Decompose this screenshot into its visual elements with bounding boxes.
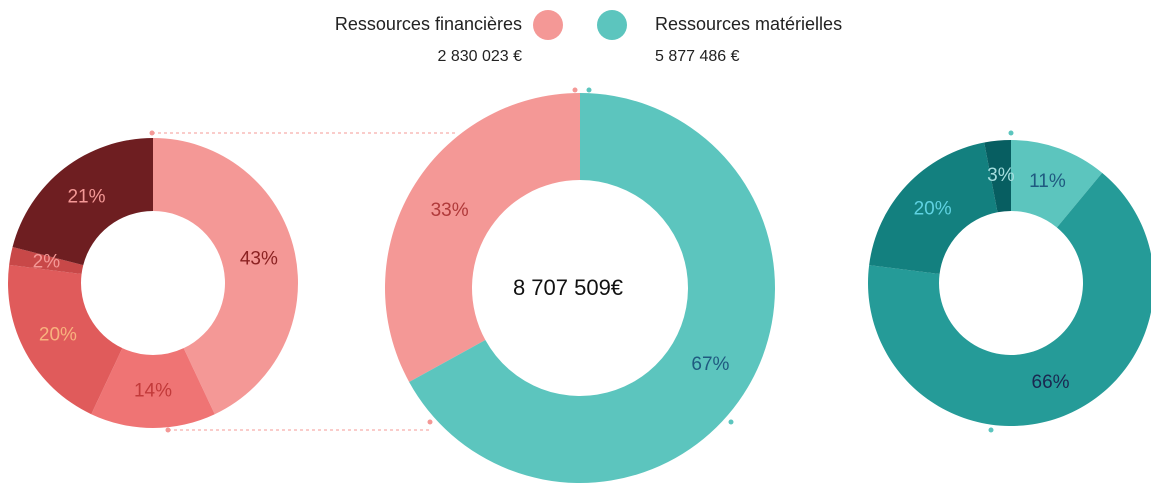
donut-slice [7,264,123,415]
donut-slice [91,348,215,428]
slice-label: 14% [134,381,172,402]
slice-label: 3% [987,165,1015,186]
legend-label: Ressources financières [335,14,522,34]
slice-label: 66% [1032,372,1070,393]
connector-dot [165,427,171,433]
slice-label: 33% [431,200,469,221]
donut-slice [385,93,580,382]
donut-slice [9,246,84,274]
slice-label: 11% [1029,171,1066,192]
donut-slice [869,142,998,274]
donut-slice [868,172,1151,426]
legend-swatch [533,10,563,40]
connector-dot [586,87,592,93]
slice-label: 20% [914,198,952,219]
legend-label: Ressources matérielles [655,14,842,34]
connector-dot [988,427,994,433]
slice-label: 67% [691,354,729,375]
connector-dot [728,419,734,425]
slice-label: 21% [67,186,105,207]
donut-slice [12,138,154,266]
legend-swatch [597,10,627,40]
slice-label: 43% [240,248,278,269]
legend-total: 2 830 023 € [437,48,522,65]
slice-label: 20% [39,324,77,345]
legend-total: 5 877 486 € [655,48,740,65]
donut-slice [984,140,1011,213]
connector-dot [572,87,578,93]
connector-dot [1008,130,1014,136]
slice-label: 2% [33,252,61,273]
connector-dot [149,130,155,136]
donut-slice [1011,140,1103,228]
connector-dot [427,419,433,425]
center-label: 8 707 509€ [513,275,623,300]
donut-slice [153,138,299,415]
donut-slice [409,93,776,483]
